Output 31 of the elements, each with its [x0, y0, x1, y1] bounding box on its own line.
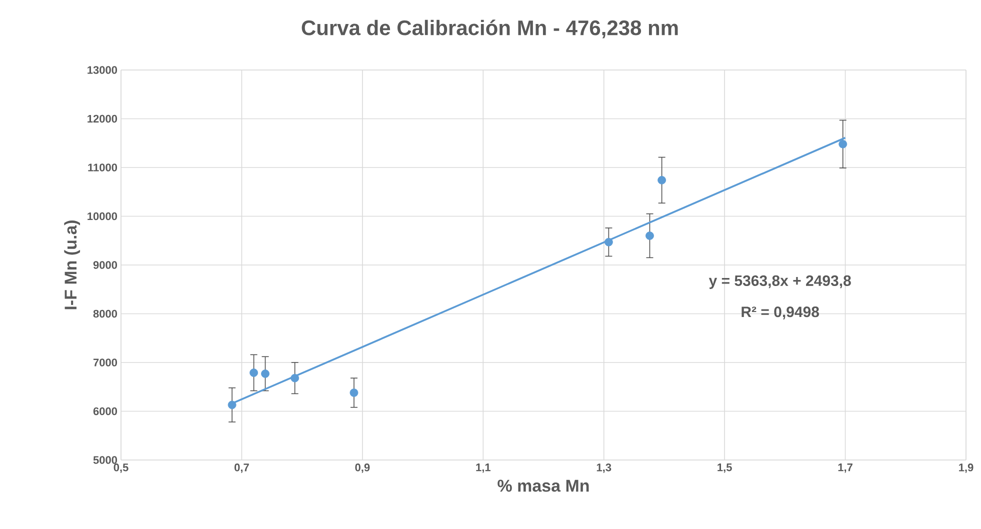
- point: [261, 370, 270, 378]
- x-tick-label: 1,5: [718, 464, 732, 473]
- y-tick-label: 10000: [88, 212, 118, 220]
- y-tick-label: 8000: [93, 310, 118, 318]
- x-axis-title: % masa Mn: [498, 480, 589, 492]
- point: [350, 388, 358, 397]
- x-tick-label: 0,7: [234, 464, 249, 473]
- annotation: y = 5363,8x + 2493,8: [708, 275, 851, 289]
- x-tick-label: 1,1: [476, 464, 490, 473]
- point: [290, 374, 300, 382]
- x-tick-label: 1,3: [596, 464, 612, 473]
- y-tick-label: 11000: [88, 164, 118, 172]
- y-tick-label: 12000: [88, 114, 118, 123]
- y-axis-title: I-F Mn (u.a): [64, 220, 80, 310]
- y-tick-label: 7000: [93, 358, 118, 366]
- x-tick-label: 0,9: [355, 464, 370, 473]
- point: [646, 232, 654, 240]
- x-tick-label: 1,9: [959, 464, 974, 473]
- point: [838, 140, 848, 148]
- point: [228, 400, 236, 410]
- x-tick-label: 0,5: [114, 464, 128, 473]
- y-tick-label: 5000: [93, 456, 118, 464]
- y-tick-label: 13000: [88, 66, 118, 74]
- annotation: R² = 0,9498: [742, 306, 820, 320]
- point: [250, 368, 258, 377]
- y-tick-label: 6000: [93, 407, 118, 416]
- point: [658, 176, 666, 184]
- y-tick-label: 9000: [93, 261, 118, 269]
- point: [604, 238, 613, 246]
- chart-title: Curva de Calibración Mn - 476,238 nm: [302, 20, 678, 38]
- x-tick-label: 1,7: [838, 464, 852, 473]
